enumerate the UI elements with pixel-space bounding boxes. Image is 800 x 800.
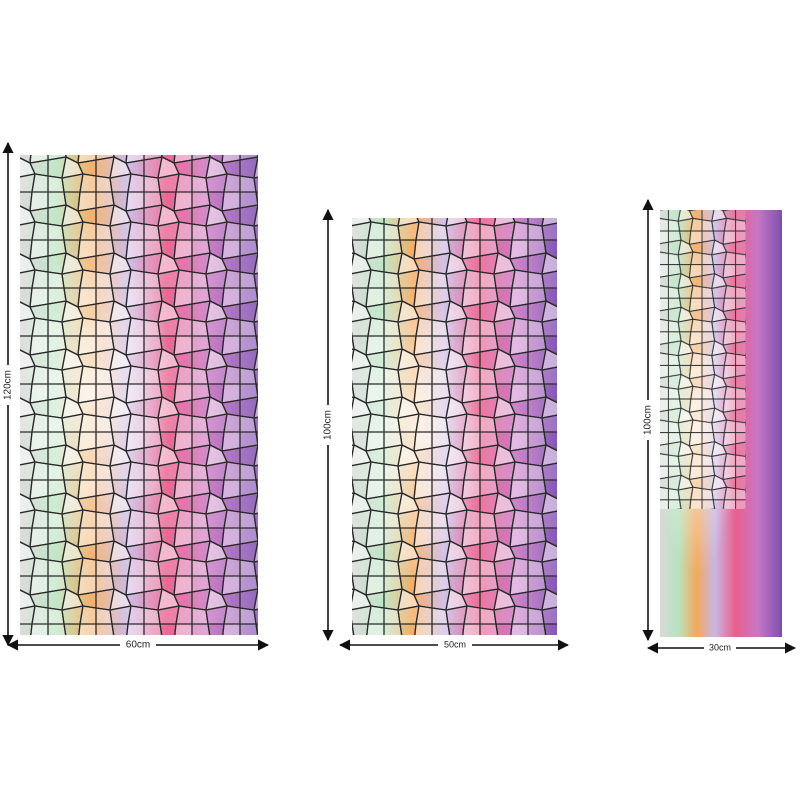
mosaic-cells	[352, 218, 557, 635]
mosaic-cells	[660, 210, 746, 509]
width-label: 30cm	[709, 642, 731, 652]
height-label: 100cm	[323, 410, 334, 440]
label-bg	[2, 365, 14, 405]
height-label: 120cm	[3, 370, 14, 400]
width-label: 60cm	[126, 640, 150, 651]
label-bg	[120, 639, 156, 651]
panel: 100cm 50cm	[322, 208, 570, 651]
height-label: 100cm	[643, 405, 654, 435]
panel: 120cm 60cm	[2, 141, 270, 651]
label-bg	[642, 400, 654, 440]
width-label: 50cm	[444, 639, 466, 649]
label-bg	[438, 639, 472, 651]
panel: 100cm 30cm	[642, 198, 797, 654]
label-bg	[322, 405, 334, 445]
mosaic-cells	[20, 155, 258, 635]
label-bg	[704, 642, 736, 654]
